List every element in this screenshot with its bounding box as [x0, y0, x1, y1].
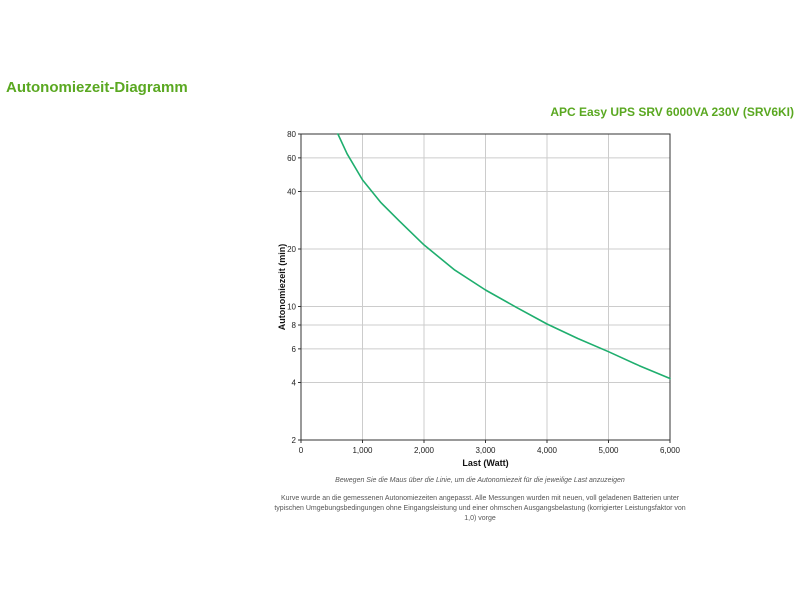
y-tick-label: 40 [287, 187, 296, 196]
y-tick-label: 6 [292, 345, 297, 354]
y-tick-label: 4 [292, 379, 297, 388]
x-tick-label: 6,000 [660, 446, 681, 455]
x-tick-label: 0 [299, 446, 304, 455]
y-tick-label: 60 [287, 154, 296, 163]
hover-hint: Bewegen Sie die Maus über die Linie, um … [335, 477, 625, 484]
x-tick-label: 1,000 [352, 446, 373, 455]
y-tick-label: 10 [287, 302, 296, 311]
y-tick-label: 20 [287, 245, 296, 254]
product-title: APC Easy UPS SRV 6000VA 230V (SRV6KI) [550, 105, 794, 119]
runtime-curve [337, 133, 671, 380]
page-title: Autonomiezeit-Diagramm [6, 79, 188, 96]
x-axis-label: Last (Watt) [462, 458, 508, 468]
x-tick-label: 4,000 [537, 446, 558, 455]
y-tick-label: 8 [292, 321, 297, 330]
y-tick-label: 80 [287, 130, 296, 139]
chart-description: Kurve wurde an die gemessenen Autonomiez… [274, 495, 686, 522]
x-tick-label: 2,000 [414, 446, 435, 455]
x-tick-label: 5,000 [598, 446, 619, 455]
y-tick-label: 2 [292, 436, 297, 445]
plot-border [300, 133, 671, 441]
x-tick-label: 3,000 [475, 446, 496, 455]
y-axis-label: Autonomiezeit (min) [277, 244, 287, 331]
